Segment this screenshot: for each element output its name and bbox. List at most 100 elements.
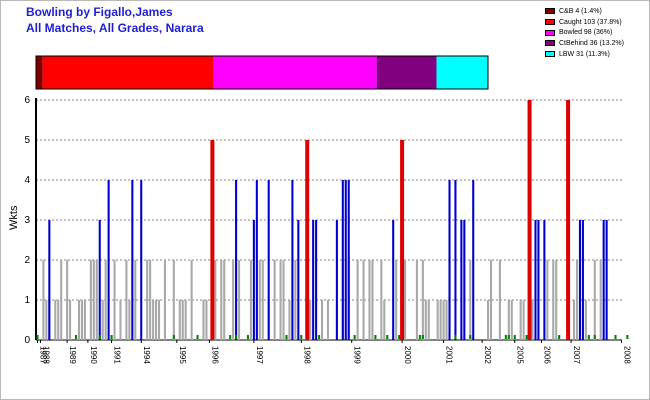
bar-1-141 bbox=[454, 180, 457, 340]
bar-0-82 bbox=[279, 260, 282, 340]
bar-1-32 bbox=[131, 180, 134, 340]
legend-swatch bbox=[545, 29, 555, 36]
x-tick-label: 1996 bbox=[210, 346, 219, 364]
bar-0-68 bbox=[238, 260, 241, 340]
x-tick-label: 2005 bbox=[516, 346, 525, 364]
bar-1-35 bbox=[140, 180, 143, 340]
y-tick-label: 3 bbox=[24, 215, 30, 226]
bar-3-158 bbox=[504, 335, 507, 339]
bar-1-78 bbox=[267, 180, 270, 340]
legend-item: CtBehind 36 (13.2%) bbox=[545, 38, 624, 49]
bar-0-131 bbox=[424, 300, 427, 340]
bar-0-46 bbox=[172, 260, 175, 340]
bar-1-88 bbox=[297, 220, 300, 340]
dismissal-segment-0 bbox=[36, 56, 43, 89]
x-tick-label: 2002 bbox=[483, 346, 492, 364]
bar-1-24 bbox=[107, 180, 110, 340]
bar-3-65 bbox=[229, 335, 232, 339]
y-tick-label: 1 bbox=[24, 295, 30, 306]
bar-1-192 bbox=[605, 220, 608, 340]
bar-1-4 bbox=[48, 220, 51, 340]
bar-1-101 bbox=[335, 220, 338, 340]
bar-0-19 bbox=[92, 260, 95, 340]
y-tick-label: 5 bbox=[24, 135, 30, 146]
x-tick-label: 1987 bbox=[38, 346, 47, 364]
bar-1-74 bbox=[255, 180, 258, 340]
bar-red-179 bbox=[566, 100, 571, 340]
legend-item: LBW 31 (11.3%) bbox=[545, 49, 624, 60]
bar-1-184 bbox=[581, 220, 584, 340]
bar-0-182 bbox=[575, 260, 579, 340]
bar-0-136 bbox=[439, 300, 442, 340]
x-tick-label: 1994 bbox=[142, 346, 151, 364]
bar-0-138 bbox=[445, 300, 448, 340]
bar-0-6 bbox=[54, 300, 57, 340]
bar-3-122 bbox=[398, 335, 401, 339]
bar-0-113 bbox=[371, 260, 374, 340]
bar-red-91 bbox=[305, 140, 310, 340]
legend-item: Caught 103 (37.8%) bbox=[545, 17, 624, 28]
bar-0-146 bbox=[469, 260, 472, 340]
bar-3-195 bbox=[614, 335, 617, 339]
bar-0-124 bbox=[404, 260, 407, 340]
legend-item: C&B 4 (1.4%) bbox=[545, 6, 624, 17]
bar-3-176 bbox=[558, 335, 561, 339]
legend-swatch bbox=[545, 40, 555, 47]
bar-0-72 bbox=[249, 260, 252, 340]
bar-0-11 bbox=[69, 300, 72, 340]
bar-0-10 bbox=[66, 260, 69, 340]
bar-0-159 bbox=[507, 300, 510, 340]
bar-0-26 bbox=[113, 260, 116, 340]
bar-0-164 bbox=[522, 300, 525, 340]
bar-0-98 bbox=[326, 300, 330, 340]
legend-label: C&B 4 (1.4%) bbox=[559, 7, 602, 15]
bar-0-2 bbox=[42, 260, 45, 340]
y-tick-label: 2 bbox=[24, 255, 30, 266]
bar-0-108 bbox=[356, 260, 359, 340]
bar-0-33 bbox=[134, 260, 137, 340]
dismissal-segment-1 bbox=[42, 56, 214, 89]
bar-1-93 bbox=[312, 220, 315, 340]
bar-3-188 bbox=[593, 335, 596, 339]
x-tick-label: 1989 bbox=[68, 346, 77, 364]
bar-0-83 bbox=[282, 260, 285, 340]
bar-0-137 bbox=[442, 300, 445, 340]
bar-0-75 bbox=[258, 260, 261, 340]
x-tick-label: 2000 bbox=[403, 346, 412, 364]
x-tick-label: 1991 bbox=[113, 346, 122, 364]
bar-0-153 bbox=[489, 260, 493, 340]
bar-0-87 bbox=[294, 260, 297, 340]
bar-1-104 bbox=[344, 180, 347, 340]
dismissal-bar-outline bbox=[35, 55, 489, 90]
bar-1-168 bbox=[534, 220, 537, 340]
bar-red-123 bbox=[400, 140, 405, 340]
bar-0-117 bbox=[383, 300, 386, 340]
bar-3-71 bbox=[246, 335, 249, 339]
bar-0-175 bbox=[555, 260, 558, 340]
legend-label: CtBehind 36 (13.2%) bbox=[559, 39, 624, 47]
bar-0-172 bbox=[546, 260, 549, 340]
x-tick-label: 1988 bbox=[41, 346, 50, 364]
bar-0-38 bbox=[149, 260, 152, 340]
legend-item: Bowled 98 (36%) bbox=[545, 27, 624, 38]
bar-0-62 bbox=[220, 260, 223, 340]
bar-1-73 bbox=[252, 220, 255, 340]
bar-1-171 bbox=[543, 220, 546, 340]
bar-0-16 bbox=[83, 300, 86, 340]
bar-3-46 bbox=[172, 335, 175, 339]
x-tick-label: 1997 bbox=[255, 346, 264, 364]
x-tick-label: 2008 bbox=[622, 346, 631, 364]
bar-3-141 bbox=[454, 335, 457, 339]
bar-3-84 bbox=[285, 335, 288, 339]
bar-0-76 bbox=[261, 260, 264, 340]
bar-0-60 bbox=[214, 260, 217, 340]
bar-3-165 bbox=[525, 335, 528, 339]
bar-1-143 bbox=[460, 220, 463, 340]
bar-3-21 bbox=[98, 335, 101, 339]
legend-swatch bbox=[545, 51, 555, 58]
bar-3-130 bbox=[421, 335, 424, 339]
bar-1-86 bbox=[291, 180, 294, 340]
x-tick-label: 2001 bbox=[445, 346, 454, 364]
bar-3-54 bbox=[196, 335, 199, 339]
